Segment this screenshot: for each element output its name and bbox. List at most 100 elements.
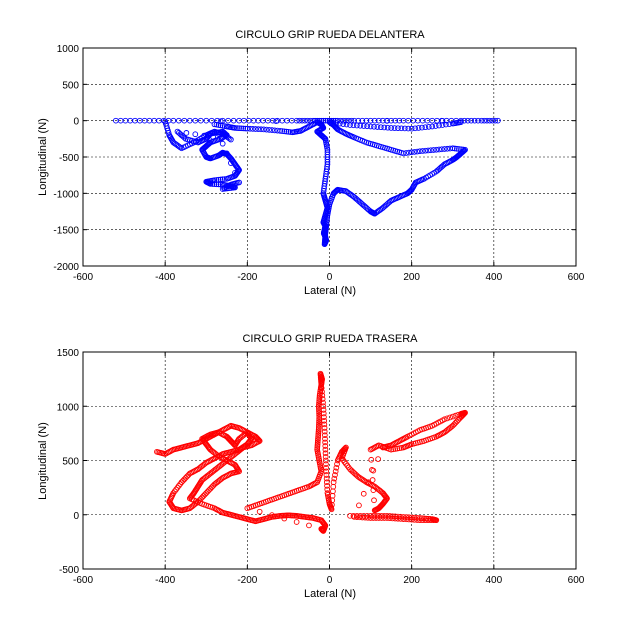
data-point bbox=[384, 124, 391, 131]
data-point bbox=[211, 130, 218, 136]
data-point bbox=[235, 166, 242, 172]
data-point bbox=[436, 146, 442, 153]
data-point bbox=[368, 456, 375, 463]
data-point bbox=[314, 446, 321, 453]
data-point bbox=[215, 122, 222, 128]
data-point bbox=[422, 124, 429, 131]
data-point bbox=[375, 456, 381, 462]
data-point bbox=[316, 416, 323, 422]
x-tick-label: 400 bbox=[485, 575, 502, 586]
data-point bbox=[315, 428, 322, 435]
data-point bbox=[186, 117, 193, 124]
data-point bbox=[266, 127, 273, 133]
data-point bbox=[222, 131, 229, 137]
data-point bbox=[226, 135, 233, 142]
data-point bbox=[419, 124, 425, 131]
data-point bbox=[281, 128, 288, 135]
data-point bbox=[374, 124, 381, 130]
data-point bbox=[486, 117, 493, 124]
data-point bbox=[347, 122, 353, 128]
data-point bbox=[238, 125, 245, 132]
data-point bbox=[406, 149, 412, 156]
data-point bbox=[315, 430, 322, 437]
data-point bbox=[332, 468, 339, 475]
data-point bbox=[411, 149, 418, 155]
data-point bbox=[364, 512, 371, 519]
data-point bbox=[400, 514, 407, 520]
data-point bbox=[326, 119, 333, 125]
data-point bbox=[373, 512, 379, 519]
data-point bbox=[478, 117, 485, 124]
data-point bbox=[213, 121, 220, 128]
data-point bbox=[370, 487, 377, 494]
data-point bbox=[228, 136, 234, 143]
data-point bbox=[315, 426, 322, 433]
data-point bbox=[211, 181, 218, 187]
data-point bbox=[318, 385, 325, 392]
data-point bbox=[389, 513, 396, 520]
data-point bbox=[322, 457, 329, 464]
y-tick-label: -1000 bbox=[53, 189, 79, 200]
data-point bbox=[317, 374, 324, 381]
data-point bbox=[425, 147, 431, 154]
data-point bbox=[271, 127, 278, 134]
data-point bbox=[371, 497, 377, 504]
data-point bbox=[321, 237, 328, 244]
data-point bbox=[425, 123, 432, 130]
data-point bbox=[318, 378, 324, 384]
data-point bbox=[176, 117, 182, 124]
data-point bbox=[269, 127, 275, 133]
data-point bbox=[378, 512, 385, 519]
data-point bbox=[322, 446, 329, 453]
data-point bbox=[427, 516, 434, 522]
y-tick-label: -500 bbox=[59, 565, 79, 576]
x-tick-label: -200 bbox=[237, 575, 257, 586]
data-point bbox=[386, 513, 393, 519]
data-point bbox=[443, 121, 449, 128]
data-point bbox=[316, 419, 322, 426]
data-point bbox=[322, 435, 328, 442]
data-point bbox=[314, 441, 321, 448]
data-point bbox=[333, 120, 340, 126]
data-point bbox=[367, 117, 374, 124]
data-point bbox=[462, 146, 468, 153]
data-point bbox=[315, 437, 321, 444]
front-wheel-grip-chart: CIRCULO GRIP RUEDA DELANTERA -600 -400 -20… bbox=[37, 29, 585, 297]
y-tick-label: 0 bbox=[73, 117, 79, 128]
data-point bbox=[323, 475, 330, 482]
data-point bbox=[432, 123, 439, 129]
data-point bbox=[255, 126, 262, 132]
data-point bbox=[314, 439, 321, 446]
data-point bbox=[439, 122, 446, 128]
data-point bbox=[412, 125, 418, 132]
data-point bbox=[206, 131, 213, 138]
data-point bbox=[427, 147, 434, 154]
data-point bbox=[403, 514, 410, 520]
data-point bbox=[323, 472, 330, 478]
data-point bbox=[283, 128, 290, 135]
data-point bbox=[323, 464, 329, 471]
data-point bbox=[315, 425, 322, 431]
data-point bbox=[197, 117, 204, 124]
data-point bbox=[321, 239, 328, 246]
data-point bbox=[394, 445, 401, 452]
data-point bbox=[213, 181, 220, 188]
data-point bbox=[392, 513, 399, 520]
data-point bbox=[397, 513, 404, 520]
data-point bbox=[370, 512, 377, 519]
y-tick-label: -500 bbox=[59, 153, 79, 164]
x-axis-ticks: -600 -400 -200 0 200 400 600 bbox=[73, 352, 585, 586]
data-point bbox=[381, 512, 388, 519]
data-point bbox=[221, 176, 228, 182]
x-tick-label: 600 bbox=[568, 272, 585, 283]
data-point bbox=[321, 428, 328, 435]
data-point bbox=[343, 117, 349, 124]
data-point bbox=[354, 122, 360, 129]
y-tick-label: 1500 bbox=[57, 348, 80, 359]
data-point bbox=[454, 145, 460, 152]
data-point bbox=[388, 125, 394, 131]
data-point bbox=[247, 125, 253, 132]
data-point bbox=[408, 514, 415, 521]
data-point bbox=[396, 117, 403, 124]
data-point bbox=[461, 117, 468, 124]
